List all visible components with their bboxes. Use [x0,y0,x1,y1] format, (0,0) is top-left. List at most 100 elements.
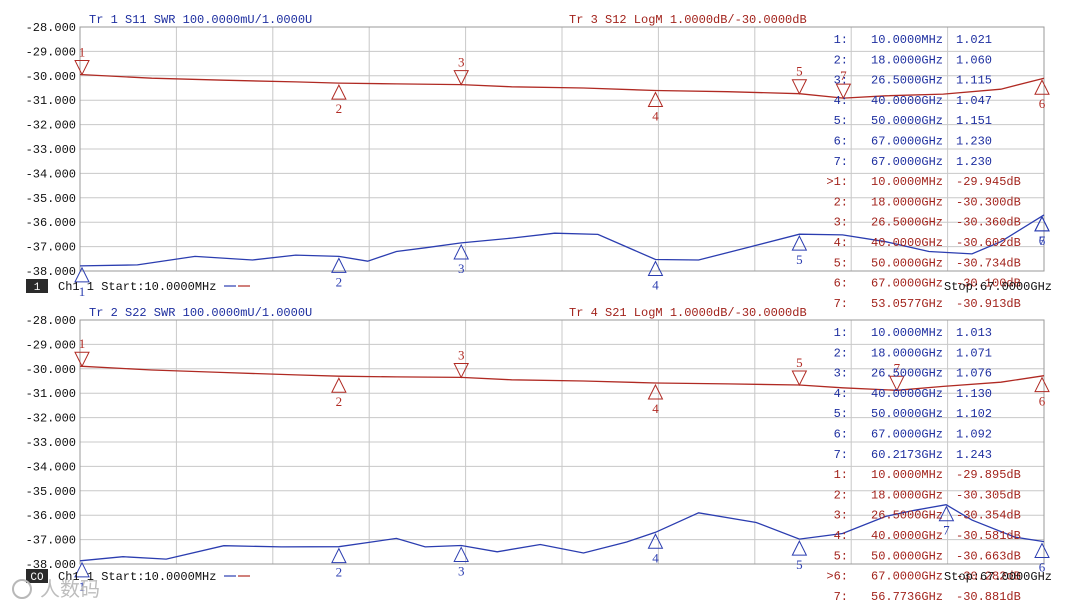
y-tick-label: -31.000 [26,94,76,108]
y-tick-label: -35.000 [26,485,76,499]
marker-triangle [74,351,90,368]
marker-value: -30.305dB [956,488,1021,502]
marker-label: 7 [943,523,950,538]
marker-triangle [1034,376,1050,393]
marker-triangle [647,533,664,549]
marker-id: 2: [834,488,848,502]
y-tick-label: -36.000 [26,216,76,230]
marker-id: 5: [834,407,848,421]
marker-label: 7 [894,360,901,375]
marker-frequency: 10.0000MHz [871,326,943,340]
stop-frequency: Stop:67.0000GHz [944,280,1052,294]
marker-id: 6: [834,428,848,442]
marker-triangle [647,260,664,277]
marker-id: 7: [834,155,848,169]
marker-value: 1.102 [956,407,992,421]
marker-id: 4: [834,529,848,543]
y-tick-label: -33.000 [26,436,76,450]
y-tick-label: -34.000 [26,460,76,474]
marker-triangle [1034,215,1050,232]
trace-title-left: Tr 1 S11 SWR 100.0000mU/1.0000U [89,13,312,27]
marker-frequency: 67.0000GHz [871,135,943,149]
marker-label: 1 [79,336,86,351]
marker-triangle [889,375,905,392]
marker-value: -29.895dB [956,468,1021,482]
y-tick-label: -37.000 [26,241,76,255]
marker-label: 2 [336,394,343,409]
marker-triangle [74,561,90,578]
marker-frequency: 67.0000GHz [871,155,943,169]
y-tick-label: -32.000 [26,412,76,426]
marker-frequency: 53.0577GHz [871,297,943,311]
marker-frequency: 67.0000GHz [871,277,943,291]
marker-label: 3 [458,563,465,578]
marker-frequency: 26.5000GHz [871,216,943,230]
marker-value: -30.581dB [956,529,1021,543]
y-tick-label: -29.000 [26,45,76,59]
marker-frequency: 56.7736GHz [871,590,943,604]
marker-label: 6 [1039,560,1046,575]
marker-id: 3: [834,74,848,88]
marker-value: -30.734dB [956,256,1021,270]
series-line-swr [79,214,1045,267]
marker-triangle [835,83,852,100]
marker-label: 2 [336,101,343,116]
marker-value: -30.663dB [956,549,1021,563]
marker-value: -30.602dB [956,236,1021,250]
marker-label: 6 [1039,394,1046,409]
marker-frequency: 40.0000GHz [871,94,943,108]
marker-triangle [453,243,470,260]
marker-frequency: 26.5000GHz [871,74,943,88]
marker-triangle [1034,542,1050,559]
marker-id: 6: [834,135,848,149]
marker-label: 6 [1039,96,1046,111]
marker-id: 3: [834,367,848,381]
marker-triangle [647,91,664,107]
marker-id: 3: [834,509,848,523]
marker-value: 1.047 [956,94,992,108]
marker-frequency: 10.0000MHz [871,175,943,189]
marker-value: 1.151 [956,114,992,128]
marker-frequency: 18.0000GHz [871,488,943,502]
marker-triangle [791,235,808,251]
marker-label: 3 [458,55,465,70]
y-tick-label: -38.000 [26,265,76,279]
marker-id: 4: [834,387,848,401]
marker-triangle [453,70,470,86]
marker-id: >1: [826,175,848,189]
y-tick-label: -29.000 [26,338,76,352]
trace-title-right: Tr 4 S21 LogM 1.0000dB/-30.0000dB [569,306,807,320]
y-tick-label: -30.000 [26,70,76,84]
y-tick-label: -32.000 [26,119,76,133]
marker-label: 5 [796,252,803,267]
y-tick-label: -35.000 [26,192,76,206]
marker-frequency: 40.0000GHz [871,387,943,401]
marker-id: 3: [834,216,848,230]
panel-2: -28.000 -29.000 -30.000 -31.000 -32.000 -33.0… [26,306,1052,604]
marker-id: 7: [834,297,848,311]
series-line-swr [79,504,1045,562]
marker-triangle [453,362,470,379]
y-tick-label: -28.000 [26,21,76,35]
y-tick-label: -34.000 [26,167,76,181]
marker-label: 1 [79,44,86,59]
channel-badge-bg [26,279,48,293]
marker-frequency: 67.0000GHz [871,428,943,442]
marker-triangle [791,370,808,387]
marker-value: -30.100dB [956,277,1021,291]
marker-id: 4: [834,94,848,108]
y-tick-label: -33.000 [26,143,76,157]
marker-label: 5 [796,355,803,370]
trace-title-right: Tr 3 S12 LogM 1.0000dB/-30.0000dB [569,13,807,27]
marker-id: >6: [826,570,848,584]
marker-value: 1.115 [956,74,992,88]
marker-label: 4 [652,278,659,293]
marker-id: 7: [834,590,848,604]
marker-value: 1.092 [956,428,992,442]
marker-id: 1: [834,326,848,340]
marker-triangle [791,79,808,95]
marker-id: 2: [834,53,848,67]
marker-label: 4 [652,550,659,565]
marker-frequency: 50.0000GHz [871,114,943,128]
